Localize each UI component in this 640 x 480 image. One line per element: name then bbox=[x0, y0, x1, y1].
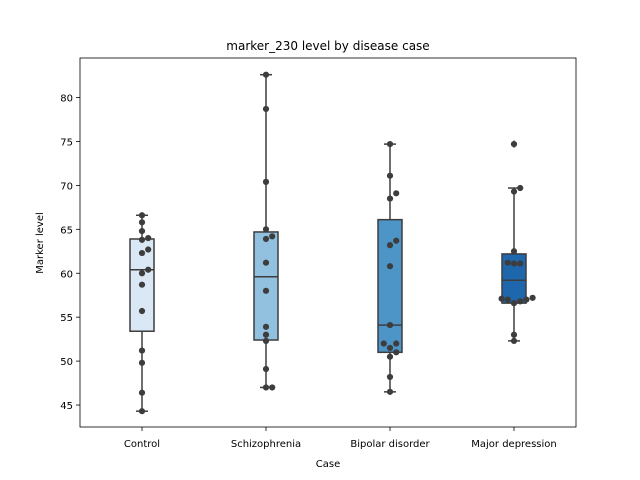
data-point bbox=[386, 172, 394, 179]
data-point bbox=[517, 298, 524, 305]
data-point bbox=[138, 236, 146, 243]
x-axis: Control Schizophrenia Bipolar disorder Majo… bbox=[124, 427, 557, 450]
data-point bbox=[262, 226, 270, 233]
data-point bbox=[386, 353, 394, 360]
data-point bbox=[510, 260, 518, 267]
data-point bbox=[386, 242, 394, 249]
swarm-group bbox=[138, 212, 152, 415]
y-tick-label: 45 bbox=[60, 401, 73, 412]
data-point bbox=[138, 212, 146, 219]
x-tick-label: Bipolar disorder bbox=[350, 439, 430, 450]
data-point bbox=[386, 321, 394, 329]
chart-title: marker_230 level by disease case bbox=[226, 39, 429, 53]
data-point bbox=[380, 340, 387, 347]
data-point bbox=[138, 389, 146, 396]
data-point bbox=[145, 235, 152, 242]
data-point bbox=[529, 294, 536, 301]
data-point bbox=[393, 237, 400, 244]
data-point bbox=[138, 359, 146, 366]
data-point bbox=[262, 71, 270, 78]
plot-area bbox=[129, 71, 536, 415]
data-point bbox=[510, 337, 518, 344]
x-tick-label: Schizophrenia bbox=[231, 439, 301, 450]
data-point bbox=[262, 365, 270, 373]
data-point bbox=[138, 249, 146, 257]
y-tick-label: 55 bbox=[60, 313, 73, 324]
data-point bbox=[138, 347, 146, 354]
y-tick-label: 50 bbox=[60, 357, 73, 368]
data-point bbox=[262, 323, 270, 330]
data-point bbox=[386, 373, 394, 381]
data-point bbox=[498, 295, 505, 302]
data-point bbox=[386, 141, 394, 148]
y-tick-label: 80 bbox=[60, 94, 73, 105]
data-point bbox=[510, 331, 518, 338]
data-point bbox=[393, 340, 400, 347]
data-point bbox=[517, 184, 524, 192]
data-point bbox=[262, 235, 270, 243]
y-axis: 45 50 55 60 65 70 75 80 bbox=[60, 94, 80, 412]
data-point bbox=[523, 296, 530, 303]
y-tick-label: 70 bbox=[60, 181, 73, 192]
data-point bbox=[262, 384, 270, 391]
data-point bbox=[510, 248, 518, 255]
data-point bbox=[510, 300, 518, 307]
data-point bbox=[138, 270, 146, 277]
data-point bbox=[269, 384, 276, 391]
x-axis-title: Case bbox=[316, 459, 340, 470]
data-point bbox=[262, 331, 270, 338]
data-point bbox=[393, 190, 400, 197]
data-point bbox=[145, 246, 152, 253]
data-point bbox=[510, 188, 518, 195]
data-point bbox=[138, 219, 146, 226]
data-point bbox=[138, 408, 146, 415]
data-point bbox=[262, 287, 270, 294]
data-point bbox=[138, 281, 146, 288]
data-point bbox=[386, 195, 394, 202]
box-group bbox=[501, 140, 527, 342]
data-point bbox=[510, 141, 518, 148]
data-point bbox=[138, 307, 146, 315]
y-tick-label: 65 bbox=[60, 225, 73, 236]
data-point bbox=[145, 266, 152, 273]
y-tick-label: 60 bbox=[60, 269, 73, 280]
data-point bbox=[262, 259, 270, 266]
y-axis-title: Marker level bbox=[35, 212, 46, 274]
data-point bbox=[262, 178, 270, 185]
axes-frame bbox=[79, 57, 577, 428]
data-point bbox=[517, 260, 524, 267]
x-tick-label: Control bbox=[124, 439, 160, 450]
data-point bbox=[504, 296, 511, 303]
data-point bbox=[386, 388, 394, 395]
data-point bbox=[138, 227, 146, 235]
x-tick-label: Major depression bbox=[471, 439, 557, 450]
data-point bbox=[393, 349, 400, 356]
y-tick-label: 75 bbox=[60, 137, 73, 148]
data-point bbox=[262, 337, 270, 344]
swarm-group bbox=[380, 141, 400, 395]
data-point bbox=[504, 259, 511, 266]
data-point bbox=[269, 233, 276, 240]
swarm-group bbox=[262, 71, 276, 391]
data-point bbox=[262, 105, 270, 113]
data-point bbox=[386, 344, 394, 352]
swarm-group bbox=[498, 141, 536, 344]
data-point bbox=[386, 263, 394, 270]
